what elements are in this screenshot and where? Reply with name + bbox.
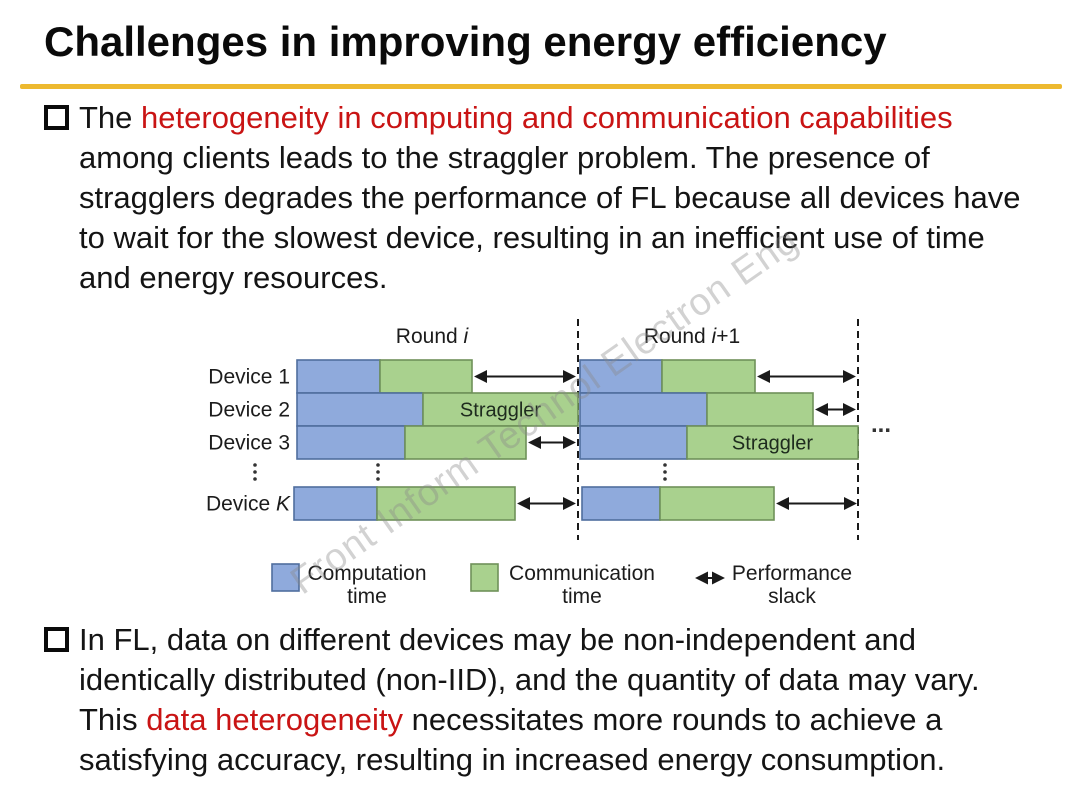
fl-rounds-diagram-svg: Round i Round i+1 Device 1 Device 2 Straggle… <box>206 319 891 608</box>
straggler-label: Straggler <box>732 433 813 455</box>
bullet2-highlight: data heterogeneity <box>146 702 403 737</box>
legend-communication-swatch <box>470 563 499 592</box>
vertical-ellipsis-dots <box>663 477 667 481</box>
bullet2-post: necessitates more rounds to achieve a sa… <box>79 702 946 777</box>
continuation-ellipsis: ... <box>871 411 891 438</box>
bullet2-pre: In FL, data on different devices may be … <box>79 622 980 737</box>
computation-bar <box>293 486 378 521</box>
computation-bar <box>296 392 424 427</box>
device-label: Device 2 <box>208 399 290 422</box>
square-bullet-icon <box>44 105 69 130</box>
bullet-text-straggler: The heterogeneity in computing and commu… <box>79 98 1041 298</box>
bullet1-pre: The <box>79 100 142 135</box>
vertical-ellipsis-dots <box>253 470 257 474</box>
vertical-ellipsis-dots <box>376 470 380 474</box>
bullet1-post: among clients leads to the straggler pro… <box>79 140 1021 295</box>
fl-rounds-diagram: Round i Round i+1 Device 1 Device 2 Straggle… <box>195 312 905 612</box>
device-label: Device 1 <box>208 366 290 389</box>
communication-bar <box>686 425 859 460</box>
legend-label: Performance slack <box>732 562 852 608</box>
communication-bar <box>379 359 473 394</box>
vertical-ellipsis-dots <box>376 463 380 467</box>
round-label: Round i+1 <box>644 325 740 348</box>
legend-label: Computation time <box>307 562 426 608</box>
vertical-ellipsis-dots <box>663 470 667 474</box>
title-underline <box>20 84 1062 89</box>
device-label: Device 3 <box>208 432 290 455</box>
communication-bar <box>422 392 579 427</box>
vertical-ellipsis-dots <box>663 463 667 467</box>
straggler-label: Straggler <box>460 400 541 422</box>
communication-bar <box>659 486 775 521</box>
bullet-item-straggler: The heterogeneity in computing and commu… <box>44 98 1041 298</box>
legend-computation-swatch <box>271 563 300 592</box>
slide-title: Challenges in improving energy efficienc… <box>44 18 887 65</box>
communication-bar <box>376 486 516 521</box>
bullet-item-data-heterogeneity: In FL, data on different devices may be … <box>44 620 1041 780</box>
vertical-ellipsis-dots <box>376 477 380 481</box>
computation-bar <box>581 486 661 521</box>
bullet1-highlight: heterogeneity in computing and communica… <box>141 100 953 135</box>
communication-bar <box>404 425 527 460</box>
device-label: Device K <box>206 493 291 516</box>
computation-bar <box>579 359 663 394</box>
communication-bar <box>706 392 814 427</box>
computation-bar <box>296 425 406 460</box>
communication-bar <box>661 359 756 394</box>
legend-label: Communication time <box>509 562 655 608</box>
round-label: Round i <box>396 325 470 348</box>
computation-bar <box>579 425 688 460</box>
bullet-text-data-heterogeneity: In FL, data on different devices may be … <box>79 620 1041 780</box>
computation-bar <box>579 392 708 427</box>
vertical-ellipsis-dots <box>253 463 257 467</box>
computation-bar <box>296 359 381 394</box>
vertical-ellipsis-dots <box>253 477 257 481</box>
square-bullet-icon <box>44 627 69 652</box>
